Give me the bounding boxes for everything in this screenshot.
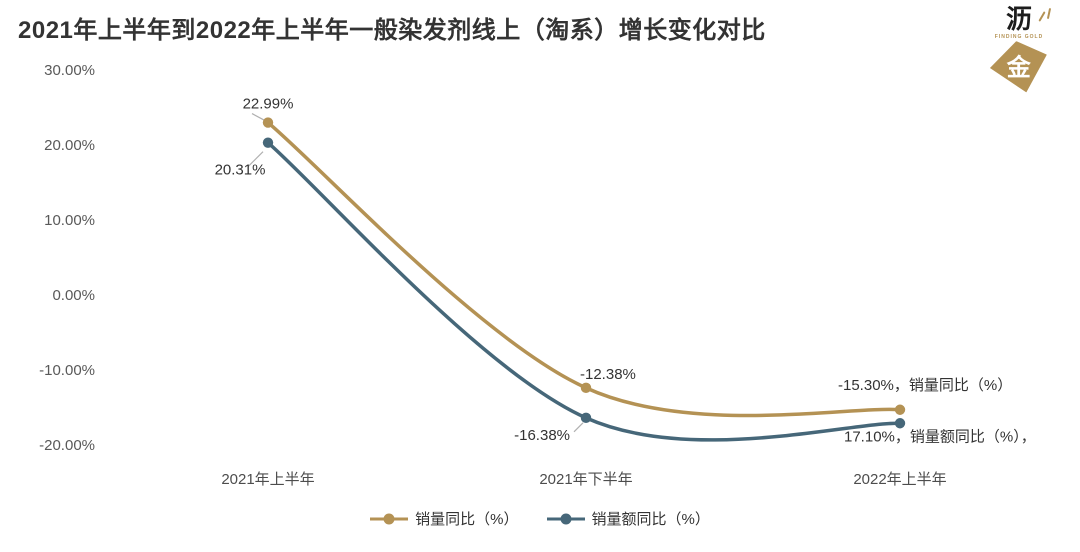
data-point-label: -16.38% — [514, 427, 570, 444]
y-axis-tick-label: -10.00% — [39, 362, 95, 379]
chart-legend: 销量同比（%） 销量额同比（%） — [0, 508, 1080, 529]
y-axis-tick-label: 20.00% — [44, 137, 95, 154]
label-leader-line — [251, 113, 266, 122]
data-point-marker — [894, 418, 906, 429]
data-point-marker — [262, 117, 274, 128]
x-axis-category-label: 2022年上半年 — [853, 471, 946, 488]
logo-top-character: 沥 — [1005, 4, 1032, 34]
legend-swatch-value-icon — [546, 513, 585, 524]
finding-gold-logo: 沥 FINDING GOLD 金 — [976, 4, 1062, 98]
label-leader-line — [247, 151, 264, 168]
legend-label-volume: 销量同比（%） — [415, 511, 519, 528]
legend-item-volume: 销量同比（%） — [370, 508, 519, 529]
data-point-label: -12.38% — [580, 366, 636, 383]
line-chart: 30.00% 20.00% 10.00% 0.00% -10.00% -20.00% 202… — [39, 62, 1036, 488]
label-leader-line — [573, 422, 584, 433]
data-point-label: 20.31% — [215, 162, 266, 179]
logo-subtext: FINDING GOLD — [994, 34, 1044, 41]
legend-label-value: 销量额同比（%） — [591, 511, 710, 528]
page-title: 2021年上半年到2022年上半年一般染发剂线上（淘系）增长变化对比 — [18, 17, 766, 44]
sparkle-icon — [1038, 7, 1056, 24]
data-point-label: 22.99% — [243, 96, 294, 113]
y-axis-tick-label: -20.00% — [39, 437, 95, 454]
x-axis-category-label: 2021年下半年 — [539, 471, 632, 488]
data-point-label: -15.30%，销量同比（%） — [838, 377, 1012, 394]
series-line-1 — [266, 140, 902, 442]
y-axis-tick-label: 30.00% — [44, 62, 95, 79]
x-axis-category-label: 2021年上半年 — [221, 471, 314, 488]
data-point-marker — [262, 137, 274, 148]
data-point-marker — [580, 412, 592, 424]
legend-swatch-volume-icon — [370, 513, 409, 524]
data-point-marker — [580, 382, 592, 394]
data-point-marker — [894, 404, 906, 415]
legend-item-value: 销量额同比（%） — [546, 508, 710, 529]
data-point-label: 17.10%，销量额同比（%）， — [844, 428, 1036, 445]
y-axis-tick-label: 10.00% — [44, 212, 95, 229]
y-axis-tick-label: 0.00% — [52, 287, 95, 304]
